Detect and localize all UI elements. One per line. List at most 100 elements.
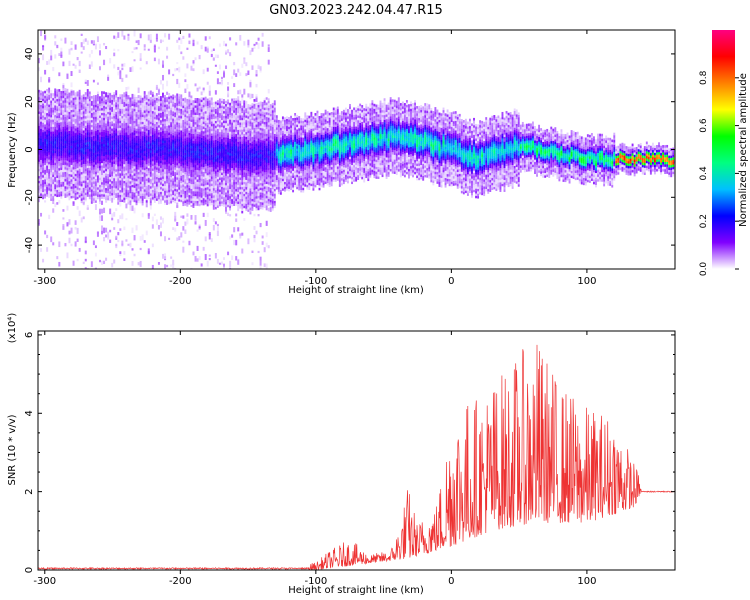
heatmap-cell	[162, 83, 165, 90]
heatmap-cell	[115, 183, 118, 187]
heatmap-cell	[162, 147, 164, 151]
heatmap-cell	[196, 203, 199, 206]
heatmap-cell	[111, 114, 114, 117]
heatmap-cell	[129, 130, 132, 134]
heatmap-cell	[155, 107, 158, 111]
heatmap-cell	[88, 156, 91, 159]
heatmap-cell	[212, 199, 215, 203]
heatmap-cell	[137, 169, 140, 173]
heatmap-cell	[76, 227, 79, 234]
heatmap-cell	[216, 133, 219, 137]
heatmap-cell	[166, 190, 168, 193]
heatmap-cell	[202, 116, 205, 120]
heatmap-cell	[54, 107, 57, 111]
heatmap-cell	[200, 116, 203, 119]
heatmap-cell	[38, 163, 40, 167]
heatmap-cell	[54, 203, 57, 208]
heatmap-cell	[194, 155, 197, 158]
heatmap-cell	[119, 151, 122, 155]
heatmap-cell	[52, 128, 55, 132]
heatmap-cell	[105, 175, 107, 179]
heatmap-cell	[153, 157, 156, 160]
heatmap-cell	[141, 178, 144, 182]
heatmap-cell	[188, 187, 191, 191]
heatmap-cell	[137, 174, 140, 177]
heatmap-cell	[64, 195, 67, 198]
heatmap-cell	[133, 103, 136, 107]
heatmap-cell	[145, 140, 148, 143]
heatmap-cell	[56, 151, 59, 155]
heatmap-cell	[218, 122, 221, 126]
heatmap-cell	[88, 132, 91, 135]
heatmap-cell	[117, 147, 120, 150]
heatmap-cell	[119, 199, 122, 203]
heatmap-cell	[58, 53, 61, 57]
heatmap-cell	[50, 184, 53, 187]
heatmap-cell	[111, 157, 114, 160]
heatmap-cell	[72, 116, 75, 120]
heatmap-cell	[94, 176, 97, 179]
heatmap-cell	[172, 192, 175, 196]
heatmap-cell	[133, 96, 136, 100]
heatmap-cell	[60, 165, 63, 168]
heatmap-cell	[192, 128, 195, 132]
heatmap-cell	[52, 148, 55, 151]
heatmap-cell	[143, 155, 146, 159]
heatmap-cell	[149, 145, 152, 149]
heatmap-cell	[196, 198, 199, 202]
heatmap-cell	[157, 156, 160, 159]
heatmap-cell	[220, 155, 223, 159]
heatmap-cell	[111, 195, 114, 198]
heatmap-cell	[117, 101, 120, 105]
heatmap-cell	[54, 184, 57, 187]
heatmap-cell	[107, 197, 110, 201]
heatmap-cell	[113, 192, 116, 195]
heatmap-cell	[54, 88, 57, 92]
heatmap-cell	[194, 109, 197, 113]
heatmap-cell	[176, 155, 179, 159]
heatmap-cell	[70, 133, 73, 137]
heatmap-cell	[214, 206, 217, 210]
heatmap-cell	[68, 195, 71, 198]
heatmap-cell	[70, 136, 73, 139]
heatmap-cell	[94, 190, 97, 194]
heatmap-cell	[159, 119, 162, 123]
heatmap-cell	[76, 160, 79, 164]
heatmap-cell	[170, 157, 173, 161]
heatmap-cell	[188, 166, 191, 169]
heatmap-cell	[76, 108, 79, 111]
heatmap-cell	[38, 196, 40, 203]
heatmap-cell	[82, 216, 85, 220]
heatmap-cell	[64, 159, 67, 163]
heatmap-cell	[54, 35, 57, 39]
heatmap-cell	[210, 123, 213, 127]
heatmap-cell	[88, 167, 91, 171]
heatmap-cell	[182, 122, 185, 125]
heatmap-cell	[159, 184, 162, 188]
heatmap-cell	[200, 149, 203, 153]
heatmap-cell	[198, 170, 201, 173]
heatmap-cell	[66, 155, 69, 159]
heatmap-cell	[131, 105, 134, 109]
heatmap-cell	[220, 138, 223, 142]
heatmap-cell	[196, 184, 199, 187]
heatmap-cell	[194, 186, 197, 190]
heatmap-cell	[117, 130, 120, 133]
heatmap-cell	[133, 192, 136, 196]
heatmap-cell	[182, 191, 185, 195]
heatmap-cell	[52, 157, 55, 161]
heatmap-cell	[139, 148, 142, 151]
heatmap-cell	[178, 167, 181, 171]
heatmap-cell	[103, 117, 105, 121]
heatmap-cell	[72, 164, 75, 168]
heatmap-cell	[149, 181, 152, 184]
heatmap-cell	[198, 191, 201, 195]
heatmap-cell	[123, 140, 126, 143]
heatmap-cell	[147, 184, 150, 188]
heatmap-cell	[40, 183, 42, 187]
heatmap-cell	[92, 128, 95, 132]
heatmap-cell	[92, 195, 95, 199]
heatmap-cell	[184, 193, 187, 196]
heatmap-cell	[111, 213, 114, 218]
heatmap-cell	[98, 187, 101, 190]
